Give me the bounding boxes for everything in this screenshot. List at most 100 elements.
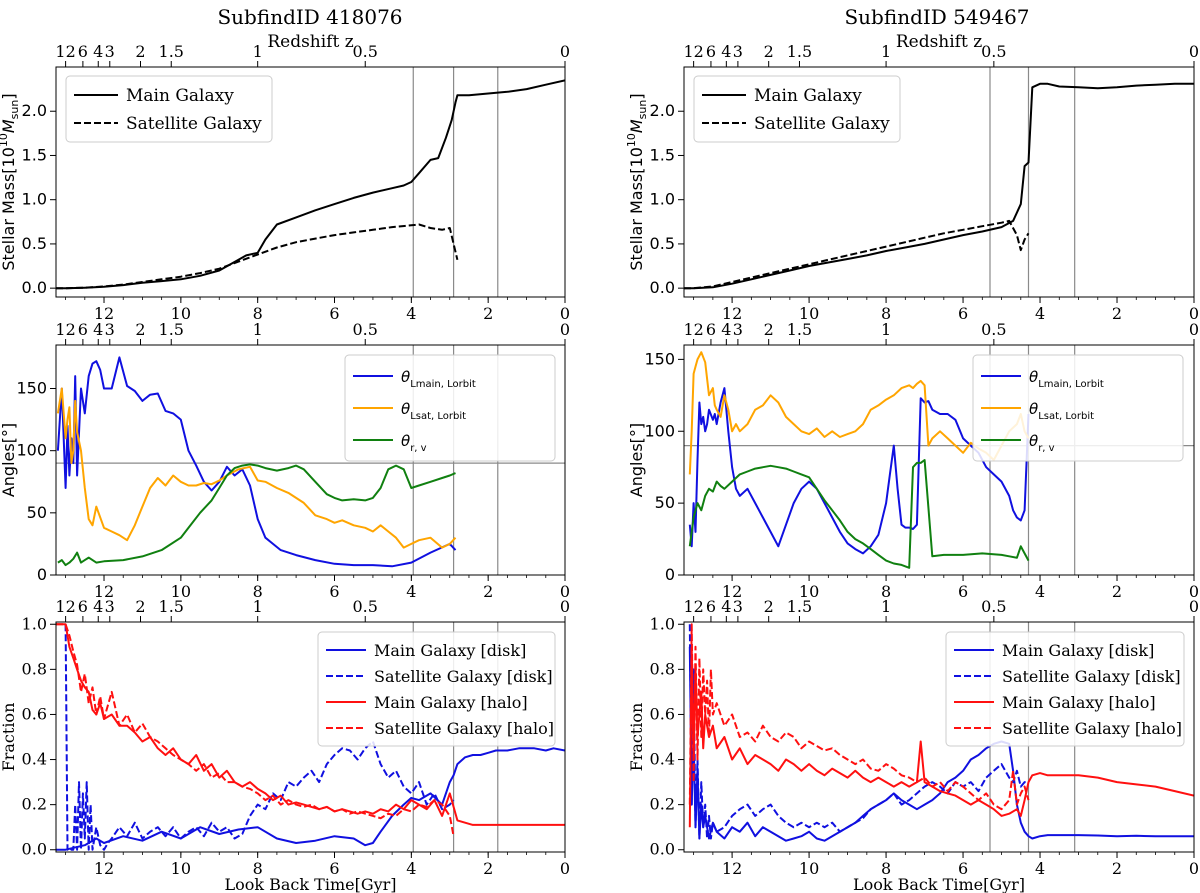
y-tick-label: 0.0 bbox=[22, 278, 47, 297]
x-tick-label: 10 bbox=[171, 582, 191, 601]
plot-frame bbox=[55, 66, 566, 298]
legend-label: Satellite Galaxy bbox=[754, 114, 890, 134]
x-tick-label: 6 bbox=[958, 582, 968, 601]
z-tick-label: 0 bbox=[560, 320, 570, 339]
z-tick-label: 12 bbox=[683, 42, 703, 61]
x-tick-label: 2 bbox=[1112, 304, 1122, 323]
z-tick-label: 6 bbox=[706, 320, 716, 339]
series-line bbox=[64, 624, 455, 851]
x-tick-label: 12 bbox=[722, 582, 742, 601]
x-tick-label: 4 bbox=[406, 304, 416, 323]
y-axis-label: Angles[°] bbox=[627, 423, 646, 497]
column-title-right: SubfindID 549467 bbox=[844, 5, 1029, 29]
z-tick-label: 1.5 bbox=[159, 597, 184, 616]
y-tick-label: 0.6 bbox=[22, 704, 47, 723]
series-line bbox=[57, 463, 456, 567]
y-axis-label: Fraction bbox=[627, 703, 646, 772]
z-tick-label: 0.5 bbox=[981, 42, 1006, 61]
series-line bbox=[688, 387, 1030, 555]
z-tick-label: 2 bbox=[764, 42, 774, 61]
x-tick-label: 2 bbox=[1112, 859, 1122, 878]
x-tick-label: 12 bbox=[722, 304, 742, 323]
x-tick-label: 6 bbox=[958, 859, 968, 878]
x-tick-label: 8 bbox=[881, 304, 891, 323]
z-tick-label: 0 bbox=[560, 597, 570, 616]
y-tick-label: 1.0 bbox=[650, 614, 675, 633]
series-line bbox=[56, 623, 565, 826]
x-tick-label: 8 bbox=[253, 582, 263, 601]
series-line bbox=[56, 387, 457, 549]
legend-label: Main Galaxy [disk] bbox=[374, 641, 526, 660]
legend-label: θLsat, Lorbit bbox=[401, 400, 466, 422]
x-tick-label: 10 bbox=[799, 859, 819, 878]
y-tick-label: 0.5 bbox=[22, 234, 47, 253]
legend-label: θr, v bbox=[401, 432, 427, 454]
y-axis-label: Stellar Mass[1010Msun] bbox=[0, 93, 21, 270]
series-line bbox=[56, 747, 565, 851]
column-title-left: SubfindID 418076 bbox=[217, 5, 402, 29]
y-tick-label: 1.5 bbox=[650, 145, 675, 164]
y-tick-label: 0.6 bbox=[650, 704, 675, 723]
y-tick-label: 0.4 bbox=[22, 750, 47, 769]
x-tick-label: 2 bbox=[483, 304, 493, 323]
x-tick-label: 12 bbox=[94, 304, 114, 323]
z-tick-label: 2 bbox=[135, 320, 145, 339]
y-tick-label: 1.0 bbox=[22, 190, 47, 209]
series-line bbox=[684, 219, 1030, 290]
x-tick-label: 12 bbox=[722, 859, 742, 878]
x-tick-label: 2 bbox=[1112, 582, 1122, 601]
z-tick-label: 0 bbox=[1189, 42, 1199, 61]
y-tick-label: 50 bbox=[655, 493, 675, 512]
x-tick-label: 0 bbox=[560, 304, 570, 323]
z-tick-label: 0 bbox=[560, 42, 570, 61]
z-tick-label: 0.5 bbox=[981, 320, 1006, 339]
y-tick-label: 1.5 bbox=[22, 145, 47, 164]
z-tick-label: 6 bbox=[78, 42, 88, 61]
y-tick-label: 150 bbox=[644, 349, 675, 368]
legend: Main Galaxy [disk] Satellite Galaxy [disk… bbox=[317, 631, 556, 747]
z-tick-label: 1 bbox=[253, 42, 263, 61]
panel-angles-418076: 12 10 8 6 4 2 012 6 4 3 2 1.5 1 0.5 0050100150Angles[°… bbox=[0, 320, 570, 601]
x-tick-label: 8 bbox=[881, 582, 891, 601]
z-tick-label: 0.5 bbox=[353, 42, 378, 61]
z-tick-label: 1 bbox=[253, 320, 263, 339]
z-tick-label: 1 bbox=[881, 42, 891, 61]
legend-label: Satellite Galaxy [disk] bbox=[374, 667, 553, 686]
z-tick-label: 1.5 bbox=[787, 42, 812, 61]
legend-box bbox=[693, 75, 901, 143]
z-tick-label: 3 bbox=[105, 42, 115, 61]
z-axis-label: Redshift z bbox=[896, 32, 982, 52]
z-tick-label: 12 bbox=[683, 597, 703, 616]
legend-label: θLmain, Lorbit bbox=[401, 368, 476, 390]
x-tick-label: 6 bbox=[329, 582, 339, 601]
legend-label: Main Galaxy bbox=[126, 86, 234, 106]
z-tick-label: 1.5 bbox=[787, 597, 812, 616]
y-tick-label: 1.0 bbox=[22, 614, 47, 633]
series-line bbox=[688, 459, 1030, 569]
z-tick-label: 6 bbox=[78, 597, 88, 616]
y-tick-label: 0.0 bbox=[22, 840, 47, 859]
x-tick-label: 4 bbox=[1035, 582, 1045, 601]
x-tick-label: 12 bbox=[94, 859, 114, 878]
y-tick-label: 100 bbox=[644, 421, 675, 440]
z-tick-label: 3 bbox=[105, 320, 115, 339]
panel-angles-549467: 12 10 8 6 4 2 012 6 4 3 2 1.5 1 0.5 0050100150Angles[°… bbox=[627, 320, 1199, 601]
y-axis-label: Stellar Mass[1010Msun] bbox=[625, 93, 649, 270]
y-tick-label: 0.5 bbox=[650, 234, 675, 253]
legend-label: θLsat, Lorbit bbox=[1029, 400, 1094, 422]
series-line bbox=[688, 624, 1029, 840]
x-tick-label: 6 bbox=[958, 304, 968, 323]
legend-label: Main Galaxy bbox=[754, 86, 862, 106]
z-tick-label: 3 bbox=[105, 597, 115, 616]
x-tick-label: 10 bbox=[799, 304, 819, 323]
y-tick-label: 0.2 bbox=[22, 795, 47, 814]
z-tick-label: 4 bbox=[721, 42, 731, 61]
x-tick-label: 8 bbox=[881, 859, 891, 878]
y-tick-label: 0.8 bbox=[650, 659, 675, 678]
legend-box bbox=[317, 631, 556, 747]
x-tick-label: 0 bbox=[1189, 304, 1199, 323]
